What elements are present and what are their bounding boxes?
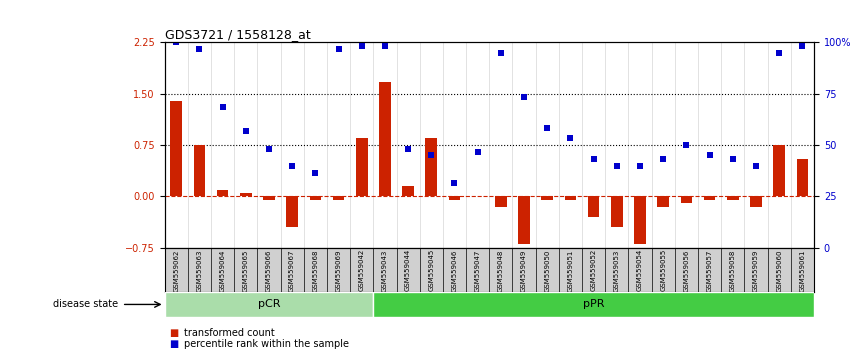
Bar: [403, 186, 414, 196]
Bar: [309, 196, 321, 200]
Bar: [171, 101, 182, 196]
Bar: [541, 196, 553, 200]
Bar: [379, 82, 391, 196]
Text: GSM559047: GSM559047: [475, 249, 481, 291]
Bar: [240, 193, 251, 196]
Text: GSM559042: GSM559042: [359, 249, 365, 291]
Bar: [287, 196, 298, 227]
Text: ■: ■: [169, 339, 178, 349]
Text: GSM559049: GSM559049: [521, 249, 527, 291]
Text: disease state: disease state: [54, 299, 119, 309]
Text: GSM559061: GSM559061: [799, 249, 805, 292]
Text: GSM559062: GSM559062: [173, 249, 179, 291]
Text: GSM559064: GSM559064: [220, 249, 225, 291]
Bar: [750, 196, 762, 207]
Bar: [165, 292, 373, 317]
Text: percentile rank within the sample: percentile rank within the sample: [184, 339, 349, 349]
Text: GSM559068: GSM559068: [313, 249, 319, 292]
Text: GSM559065: GSM559065: [242, 249, 249, 291]
Bar: [449, 196, 461, 200]
Bar: [611, 196, 623, 227]
Text: GSM559055: GSM559055: [660, 249, 666, 291]
Bar: [588, 196, 599, 217]
Bar: [565, 196, 576, 200]
Bar: [373, 292, 814, 317]
Text: GSM559052: GSM559052: [591, 249, 597, 291]
Bar: [356, 138, 367, 196]
Text: ■: ■: [169, 328, 178, 338]
Bar: [727, 196, 739, 200]
Text: GSM559050: GSM559050: [545, 249, 550, 291]
Bar: [634, 196, 646, 244]
Bar: [193, 145, 205, 196]
Text: GSM559048: GSM559048: [498, 249, 504, 291]
Bar: [657, 196, 669, 207]
Bar: [263, 196, 275, 200]
Bar: [216, 190, 229, 196]
Bar: [333, 196, 345, 200]
Text: GSM559069: GSM559069: [335, 249, 341, 292]
Bar: [425, 138, 437, 196]
Bar: [773, 145, 785, 196]
Text: GSM559058: GSM559058: [730, 249, 736, 291]
Text: GSM559045: GSM559045: [429, 249, 434, 291]
Bar: [681, 196, 692, 203]
Text: GSM559043: GSM559043: [382, 249, 388, 291]
Text: GDS3721 / 1558128_at: GDS3721 / 1558128_at: [165, 28, 310, 41]
Bar: [704, 196, 715, 200]
Text: GSM559059: GSM559059: [753, 249, 759, 291]
Text: GSM559054: GSM559054: [637, 249, 643, 291]
Bar: [797, 159, 808, 196]
Bar: [518, 196, 530, 244]
Text: GSM559067: GSM559067: [289, 249, 295, 292]
Bar: [495, 196, 507, 207]
Text: transformed count: transformed count: [184, 328, 275, 338]
Text: GSM559060: GSM559060: [776, 249, 782, 292]
Text: GSM559066: GSM559066: [266, 249, 272, 292]
Text: GSM559063: GSM559063: [197, 249, 203, 292]
Text: GSM559046: GSM559046: [451, 249, 457, 291]
Text: pCR: pCR: [258, 299, 281, 309]
Text: pPR: pPR: [583, 299, 604, 309]
Text: GSM559056: GSM559056: [683, 249, 689, 291]
Text: GSM559044: GSM559044: [405, 249, 411, 291]
Text: GSM559057: GSM559057: [707, 249, 713, 291]
Text: GSM559053: GSM559053: [614, 249, 620, 291]
Text: GSM559051: GSM559051: [567, 249, 573, 291]
